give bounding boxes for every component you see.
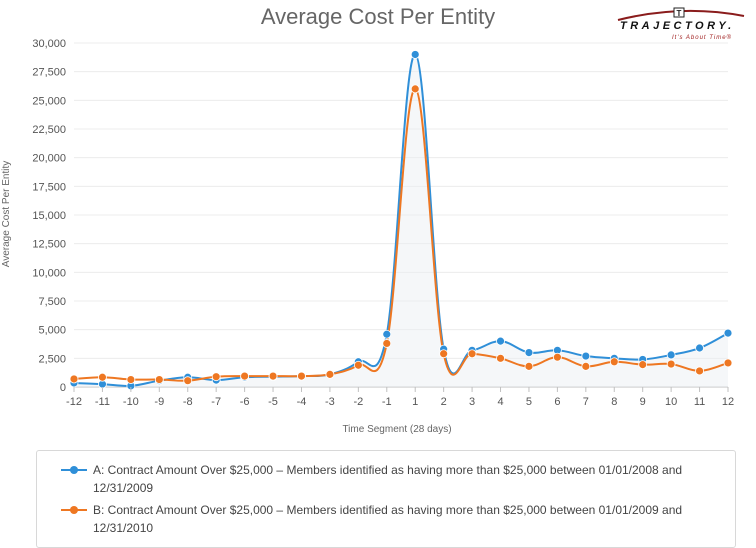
trajectory-logo: T TRAJECTORY. It's About Time® (612, 6, 748, 46)
y-tick-label: 12,500 (32, 239, 66, 251)
x-tick-label: -11 (95, 396, 110, 408)
series-line-a (73, 53, 729, 387)
x-tick-label: 1 (412, 396, 418, 408)
y-tick-label: 7,500 (38, 296, 66, 308)
y-tick-label: 27,500 (32, 67, 66, 79)
data-point-a[interactable] (666, 350, 676, 360)
data-point-a[interactable] (723, 328, 733, 338)
data-point-a[interactable] (524, 348, 534, 358)
data-point-b[interactable] (297, 371, 306, 381)
x-tick-label: -9 (154, 396, 164, 408)
x-tick-label: 5 (526, 396, 532, 408)
y-tick-label: 0 (60, 382, 66, 394)
x-tick-label: 6 (554, 396, 560, 408)
data-point-b[interactable] (609, 357, 619, 367)
x-tick-label: -4 (297, 396, 307, 408)
logo-name: TRAJECTORY. (620, 20, 735, 32)
data-point-b[interactable] (126, 375, 136, 384)
data-point-b[interactable] (581, 361, 591, 371)
data-point-b[interactable] (524, 361, 534, 371)
gridlines (74, 42, 728, 388)
legend-marker-b-icon (61, 506, 87, 514)
data-point-b[interactable] (496, 353, 505, 363)
data-point-b[interactable] (353, 360, 363, 370)
data-point-b[interactable] (69, 374, 79, 384)
data-point-a[interactable] (695, 343, 704, 353)
x-tick-label: 3 (469, 396, 475, 408)
data-point-b[interactable] (183, 376, 193, 386)
x-axis-ticks: -12 -11 -10 -9 -8 -7 -6 -5 -4 -3 -2 -1 1 2 3 4 5 6 7 8 9 10 11… (66, 387, 734, 408)
x-tick-label: -12 (66, 396, 82, 408)
data-point-b[interactable] (467, 349, 477, 359)
data-point-b[interactable] (211, 372, 221, 382)
x-tick-label: 8 (611, 396, 617, 408)
data-point-b[interactable] (98, 372, 107, 382)
data-point-b[interactable] (439, 349, 449, 359)
x-tick-label: -10 (123, 396, 139, 408)
legend-label-a: A: Contract Amount Over $25,000 – Member… (93, 463, 683, 495)
y-axis-label: Average Cost Per Entity (1, 161, 12, 268)
x-tick-label: 7 (583, 396, 589, 408)
x-tick-label: -8 (183, 396, 193, 408)
data-point-b[interactable] (325, 369, 335, 379)
data-point-a[interactable] (496, 336, 505, 346)
data-point-b[interactable] (240, 371, 250, 381)
data-point-b[interactable] (268, 371, 278, 381)
x-tick-label: 2 (441, 396, 447, 408)
logo-tagline: It's About Time® (672, 35, 732, 41)
data-point-b[interactable] (382, 339, 392, 348)
legend-label-b: B: Contract Amount Over $25,000 – Member… (93, 503, 683, 535)
x-tick-label: -3 (325, 396, 335, 408)
x-axis-label: Time Segment (28 days) (342, 424, 451, 435)
data-point-b[interactable] (154, 375, 164, 384)
x-tick-label: -2 (353, 396, 363, 408)
x-tick-label: 9 (640, 396, 646, 408)
x-tick-label: 10 (665, 396, 677, 408)
data-point-b[interactable] (552, 352, 562, 362)
series-a-area (74, 54, 728, 387)
logo-mark: T (677, 9, 682, 18)
y-tick-label: 5,000 (38, 325, 66, 337)
series-area-fill (74, 54, 728, 387)
y-tick-label: 17,500 (32, 181, 66, 193)
legend-marker-a-icon (61, 466, 87, 474)
chart-legend: A: Contract Amount Over $25,000 – Member… (36, 450, 736, 548)
data-point-a[interactable] (382, 329, 392, 339)
data-point-a[interactable] (581, 351, 591, 361)
x-tick-label: -7 (211, 396, 221, 408)
y-tick-label: 25,000 (32, 95, 66, 107)
data-point-b[interactable] (723, 358, 733, 368)
y-axis-ticks: 0 2,500 5,000 7,500 10,000 12,500 15,000 17,500… (32, 38, 66, 394)
logo-swoosh-icon: T (617, 7, 745, 21)
data-point-b[interactable] (638, 360, 648, 370)
data-point-a[interactable] (410, 50, 420, 59)
x-tick-label: 11 (694, 396, 705, 408)
y-tick-label: 2,500 (38, 353, 66, 365)
x-tick-label: -6 (240, 396, 250, 408)
y-tick-label: 20,000 (32, 153, 66, 165)
x-tick-label: -1 (382, 396, 392, 408)
chart-area: 0 2,500 5,000 7,500 10,000 12,500 15,000 17,500… (1, 38, 734, 435)
y-tick-label: 15,000 (32, 210, 66, 222)
chart-title: Average Cost Per Entity (260, 4, 496, 29)
data-point-b[interactable] (695, 366, 704, 376)
series-points (69, 50, 733, 391)
data-point-b[interactable] (410, 84, 420, 94)
y-tick-label: 22,500 (32, 124, 66, 136)
y-tick-label: 10,000 (32, 267, 66, 279)
y-tick-label: 30,000 (32, 38, 66, 50)
data-point-b[interactable] (666, 359, 676, 369)
x-tick-label: 12 (722, 396, 734, 408)
x-tick-label: -5 (268, 396, 278, 408)
x-tick-label: 4 (497, 396, 503, 408)
